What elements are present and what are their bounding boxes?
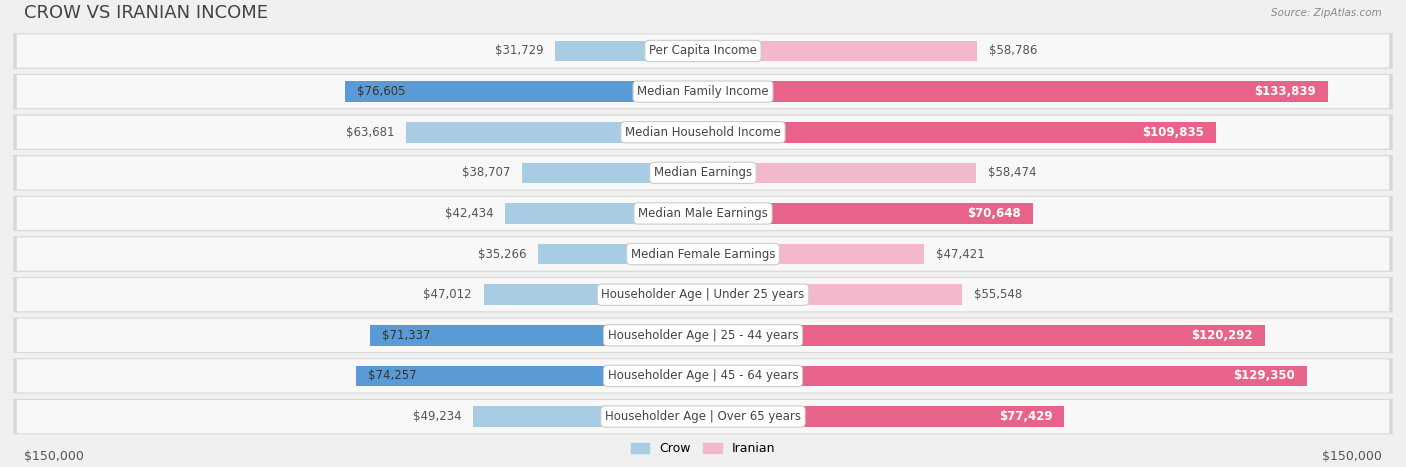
FancyBboxPatch shape	[13, 33, 1393, 69]
FancyBboxPatch shape	[17, 400, 1389, 433]
FancyBboxPatch shape	[703, 406, 1064, 427]
Text: $58,474: $58,474	[987, 166, 1036, 179]
FancyBboxPatch shape	[703, 203, 1033, 224]
FancyBboxPatch shape	[346, 81, 703, 102]
FancyBboxPatch shape	[406, 122, 703, 142]
Text: $150,000: $150,000	[24, 450, 84, 463]
FancyBboxPatch shape	[538, 244, 703, 264]
FancyBboxPatch shape	[17, 278, 1389, 311]
FancyBboxPatch shape	[703, 366, 1306, 386]
FancyBboxPatch shape	[703, 81, 1327, 102]
FancyBboxPatch shape	[474, 406, 703, 427]
Text: $76,605: $76,605	[357, 85, 405, 98]
FancyBboxPatch shape	[703, 325, 1264, 346]
FancyBboxPatch shape	[356, 366, 703, 386]
FancyBboxPatch shape	[13, 318, 1393, 353]
Text: $38,707: $38,707	[463, 166, 510, 179]
Text: Source: ZipAtlas.com: Source: ZipAtlas.com	[1271, 8, 1382, 18]
Text: $74,257: $74,257	[368, 369, 416, 382]
Text: $150,000: $150,000	[1322, 450, 1382, 463]
Text: $47,012: $47,012	[423, 288, 472, 301]
FancyBboxPatch shape	[13, 399, 1393, 434]
Text: Median Male Earnings: Median Male Earnings	[638, 207, 768, 220]
FancyBboxPatch shape	[522, 163, 703, 183]
Text: $35,266: $35,266	[478, 248, 527, 261]
Text: $71,337: $71,337	[381, 329, 430, 342]
Text: Median Family Income: Median Family Income	[637, 85, 769, 98]
Text: $133,839: $133,839	[1254, 85, 1316, 98]
FancyBboxPatch shape	[13, 277, 1393, 312]
FancyBboxPatch shape	[484, 284, 703, 305]
Text: Householder Age | 25 - 44 years: Householder Age | 25 - 44 years	[607, 329, 799, 342]
FancyBboxPatch shape	[17, 156, 1389, 190]
FancyBboxPatch shape	[555, 41, 703, 61]
Text: $129,350: $129,350	[1233, 369, 1295, 382]
Text: $70,648: $70,648	[967, 207, 1021, 220]
FancyBboxPatch shape	[17, 197, 1389, 230]
FancyBboxPatch shape	[17, 238, 1389, 271]
Text: Per Capita Income: Per Capita Income	[650, 44, 756, 57]
Text: CROW VS IRANIAN INCOME: CROW VS IRANIAN INCOME	[24, 4, 267, 22]
Text: $47,421: $47,421	[936, 248, 984, 261]
Text: $109,835: $109,835	[1142, 126, 1204, 139]
FancyBboxPatch shape	[370, 325, 703, 346]
FancyBboxPatch shape	[703, 244, 924, 264]
Text: Householder Age | Over 65 years: Householder Age | Over 65 years	[605, 410, 801, 423]
Text: $42,434: $42,434	[444, 207, 494, 220]
FancyBboxPatch shape	[703, 41, 977, 61]
Text: Median Female Earnings: Median Female Earnings	[631, 248, 775, 261]
Text: $58,786: $58,786	[988, 44, 1038, 57]
Text: Householder Age | 45 - 64 years: Householder Age | 45 - 64 years	[607, 369, 799, 382]
FancyBboxPatch shape	[13, 196, 1393, 231]
Text: $55,548: $55,548	[974, 288, 1022, 301]
FancyBboxPatch shape	[505, 203, 703, 224]
FancyBboxPatch shape	[17, 75, 1389, 108]
Text: $63,681: $63,681	[346, 126, 394, 139]
FancyBboxPatch shape	[17, 35, 1389, 68]
Text: $49,234: $49,234	[413, 410, 461, 423]
Text: Median Earnings: Median Earnings	[654, 166, 752, 179]
FancyBboxPatch shape	[13, 358, 1393, 394]
FancyBboxPatch shape	[17, 318, 1389, 352]
FancyBboxPatch shape	[13, 74, 1393, 109]
FancyBboxPatch shape	[13, 155, 1393, 191]
FancyBboxPatch shape	[703, 163, 976, 183]
FancyBboxPatch shape	[17, 359, 1389, 393]
Text: Median Household Income: Median Household Income	[626, 126, 780, 139]
Text: $77,429: $77,429	[1000, 410, 1053, 423]
FancyBboxPatch shape	[13, 236, 1393, 272]
Legend: Crow, Iranian: Crow, Iranian	[630, 442, 776, 455]
FancyBboxPatch shape	[703, 284, 962, 305]
Text: Householder Age | Under 25 years: Householder Age | Under 25 years	[602, 288, 804, 301]
FancyBboxPatch shape	[17, 116, 1389, 149]
FancyBboxPatch shape	[13, 114, 1393, 150]
Text: $120,292: $120,292	[1191, 329, 1253, 342]
FancyBboxPatch shape	[703, 122, 1216, 142]
Text: $31,729: $31,729	[495, 44, 543, 57]
